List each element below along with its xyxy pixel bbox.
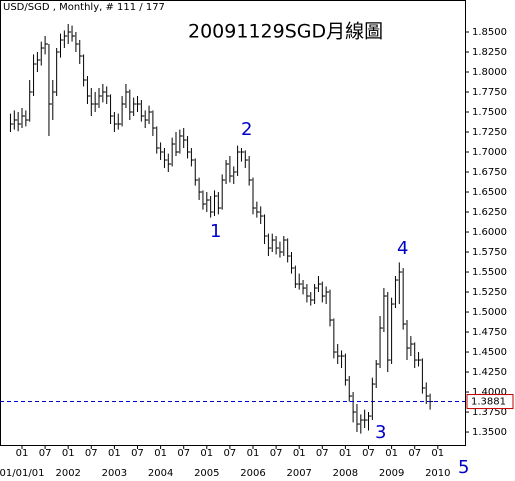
x-year-label: 2004 <box>148 468 173 479</box>
x-year-label: 2010 <box>425 468 450 479</box>
annotation: 3 <box>375 422 386 443</box>
x-tick-label: 01 <box>154 448 167 459</box>
y-tick-label: 1.6500 <box>472 187 507 198</box>
y-tick-label: 1.3500 <box>472 427 507 438</box>
x-tick-label: 01 <box>62 448 75 459</box>
y-tick-label: 1.8000 <box>472 67 507 78</box>
x-tick-label: 07 <box>224 448 237 459</box>
x-tick-label: 07 <box>270 448 283 459</box>
y-tick-label: 1.5250 <box>472 287 507 298</box>
y-tick-label: 1.7750 <box>472 87 507 98</box>
x-tick-label: 01 <box>108 448 121 459</box>
annotation: 5 <box>458 457 469 478</box>
x-year-label: 01/01/01 <box>0 468 44 479</box>
x-year-label: 2002 <box>55 468 80 479</box>
y-tick-label: 1.4250 <box>472 367 507 378</box>
y-tick-label: 1.3750 <box>472 407 507 418</box>
x-year-label: 2006 <box>240 468 265 479</box>
x-year-label: 2005 <box>194 468 219 479</box>
y-tick-label: 1.4750 <box>472 327 507 338</box>
annotation: 1 <box>210 221 221 242</box>
y-tick-label: 1.7000 <box>472 147 507 158</box>
y-tick-label: 1.6750 <box>472 167 507 178</box>
annotation: 2 <box>241 119 252 140</box>
x-tick-label: 01 <box>247 448 260 459</box>
x-tick-label: 07 <box>408 448 421 459</box>
y-tick-label: 1.8250 <box>472 47 507 58</box>
plot-frame <box>0 0 466 446</box>
y-tick-label: 1.4500 <box>472 347 507 358</box>
x-tick-label: 07 <box>131 448 144 459</box>
x-tick-label: 01 <box>16 448 29 459</box>
y-tick-label: 1.4000 <box>472 387 507 398</box>
x-year-label: 2009 <box>379 468 404 479</box>
y-tick-label: 1.6250 <box>472 207 507 218</box>
x-year-label: 2008 <box>333 468 358 479</box>
x-tick-label: 07 <box>177 448 190 459</box>
y-tick-label: 1.7250 <box>472 127 507 138</box>
y-tick-label: 1.5500 <box>472 267 507 278</box>
last-price-label: 1.3881 <box>471 397 506 408</box>
y-tick-label: 1.5750 <box>472 247 507 258</box>
last-price-box <box>466 394 514 410</box>
x-tick-label: 01 <box>339 448 352 459</box>
y-tick-label: 1.8500 <box>472 27 507 38</box>
x-tick-label: 01 <box>431 448 444 459</box>
chart-title: 20091129SGD月線圖 <box>188 21 383 43</box>
x-tick-label: 01 <box>293 448 306 459</box>
y-tick-label: 1.6000 <box>472 227 507 238</box>
x-year-label: 2003 <box>102 468 127 479</box>
x-tick-label: 07 <box>316 448 329 459</box>
x-tick-label: 07 <box>362 448 375 459</box>
y-tick-label: 1.7500 <box>472 107 507 118</box>
y-tick-label: 1.5000 <box>472 307 507 318</box>
x-year-label: 2007 <box>286 468 311 479</box>
chart-header: USD/SGD , Monthly, # 111 / 177 <box>3 2 165 13</box>
x-tick-label: 07 <box>85 448 98 459</box>
annotation: 4 <box>397 238 408 259</box>
x-tick-label: 01 <box>200 448 213 459</box>
x-tick-label: 01 <box>385 448 398 459</box>
x-tick-label: 07 <box>39 448 52 459</box>
